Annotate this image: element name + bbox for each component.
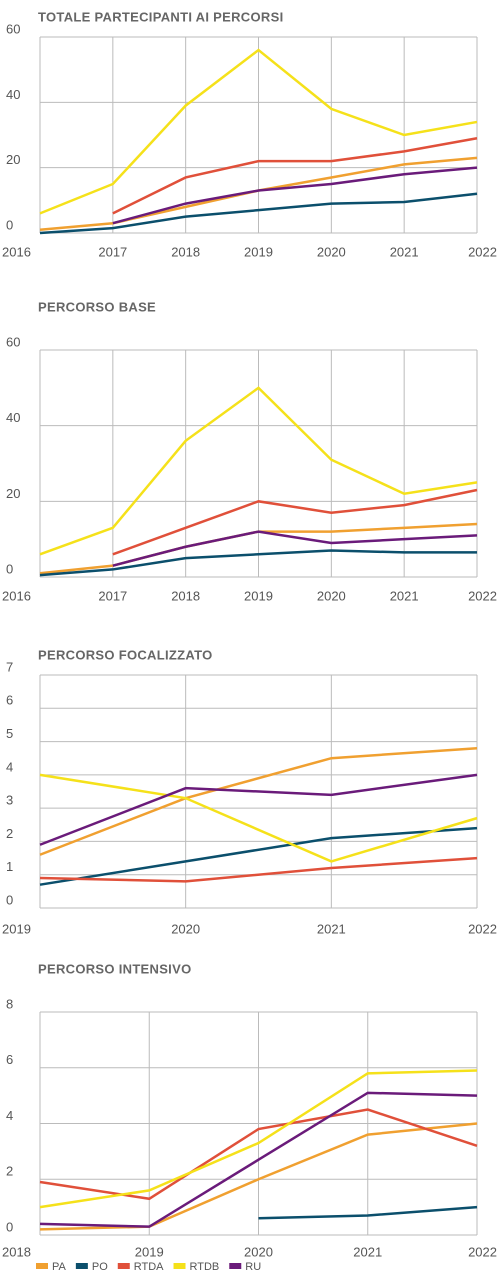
y-tick-label: 6 xyxy=(6,1052,13,1067)
x-tick-label: 2022 xyxy=(468,244,497,259)
x-tick-label: 2016 xyxy=(2,244,31,259)
x-tick-label: 2022 xyxy=(468,921,497,936)
series-line xyxy=(39,1069,478,1209)
x-tick-label: 2017 xyxy=(98,588,127,603)
x-tick-label: 2020 xyxy=(317,588,346,603)
legend-label: PO xyxy=(92,1261,108,1273)
legend-label: PA xyxy=(52,1261,67,1273)
legend-swatch xyxy=(75,1263,88,1269)
series-line xyxy=(39,386,478,556)
legend-swatch xyxy=(117,1263,130,1269)
series-line xyxy=(39,856,478,883)
x-tick-label: 2019 xyxy=(135,1244,164,1259)
legend-label: RU xyxy=(245,1261,261,1273)
y-tick-label: 5 xyxy=(6,726,13,741)
x-tick-label: 2016 xyxy=(2,588,31,603)
x-tick-label: 2021 xyxy=(390,244,419,259)
y-tick-label: 4 xyxy=(6,759,13,774)
legend-label: RTDB xyxy=(190,1261,220,1273)
x-tick-label: 2020 xyxy=(244,1244,273,1259)
x-tick-label: 2020 xyxy=(317,244,346,259)
series-line xyxy=(39,773,478,846)
series-line xyxy=(39,1091,478,1228)
y-tick-label: 1 xyxy=(6,859,13,874)
series-line xyxy=(112,137,478,215)
series-line xyxy=(258,1205,478,1220)
x-tick-label: 2021 xyxy=(390,588,419,603)
y-tick-label: 0 xyxy=(6,561,13,576)
x-tick-label: 2018 xyxy=(171,244,200,259)
series-line xyxy=(39,1108,478,1201)
y-tick-label: 40 xyxy=(6,87,20,102)
legend-swatch xyxy=(173,1263,186,1269)
series-line xyxy=(39,48,478,215)
series-line xyxy=(39,549,477,577)
series-line xyxy=(112,530,478,567)
y-tick-label: 0 xyxy=(6,892,13,907)
x-tick-label: 2017 xyxy=(98,244,127,259)
legend-swatch xyxy=(229,1263,242,1269)
y-tick-label: 2 xyxy=(6,826,13,841)
series-line xyxy=(39,773,478,863)
chart-title: TOTALE PARTECIPANTI AI PERCORSI xyxy=(38,9,283,24)
y-tick-label: 4 xyxy=(6,1108,13,1123)
x-tick-label: 2022 xyxy=(468,1244,497,1259)
y-tick-label: 0 xyxy=(6,1219,13,1234)
legend-label: RTDA xyxy=(134,1261,164,1273)
x-tick-label: 2018 xyxy=(171,588,200,603)
y-tick-label: 20 xyxy=(6,152,20,167)
chart-title: PERCORSO INTENSIVO xyxy=(38,961,191,976)
series-line xyxy=(112,166,478,225)
chart-title: PERCORSO BASE xyxy=(38,299,156,314)
x-tick-label: 2022 xyxy=(468,588,497,603)
y-tick-label: 8 xyxy=(6,996,13,1011)
series-line xyxy=(39,1122,478,1231)
x-tick-label: 2019 xyxy=(2,921,31,936)
y-tick-label: 0 xyxy=(6,217,13,232)
series-line xyxy=(39,826,478,886)
series-line xyxy=(112,488,478,556)
y-tick-label: 6 xyxy=(6,693,13,708)
y-tick-label: 40 xyxy=(6,410,20,425)
x-tick-label: 2020 xyxy=(171,921,200,936)
x-tick-label: 2019 xyxy=(244,588,273,603)
y-tick-label: 2 xyxy=(6,1164,13,1179)
y-tick-label: 3 xyxy=(6,793,13,808)
x-tick-label: 2019 xyxy=(244,244,273,259)
legend-swatch xyxy=(36,1263,48,1269)
x-tick-label: 2021 xyxy=(317,921,346,936)
y-tick-label: 20 xyxy=(6,486,20,501)
y-tick-label: 60 xyxy=(6,21,20,36)
series-line xyxy=(39,192,478,235)
series-line xyxy=(39,746,478,856)
y-tick-label: 7 xyxy=(6,659,13,674)
x-tick-label: 2018 xyxy=(2,1244,31,1259)
x-tick-label: 2021 xyxy=(353,1244,382,1259)
chart-title: PERCORSO FOCALIZZATO xyxy=(38,647,213,662)
y-tick-label: 60 xyxy=(6,334,20,349)
